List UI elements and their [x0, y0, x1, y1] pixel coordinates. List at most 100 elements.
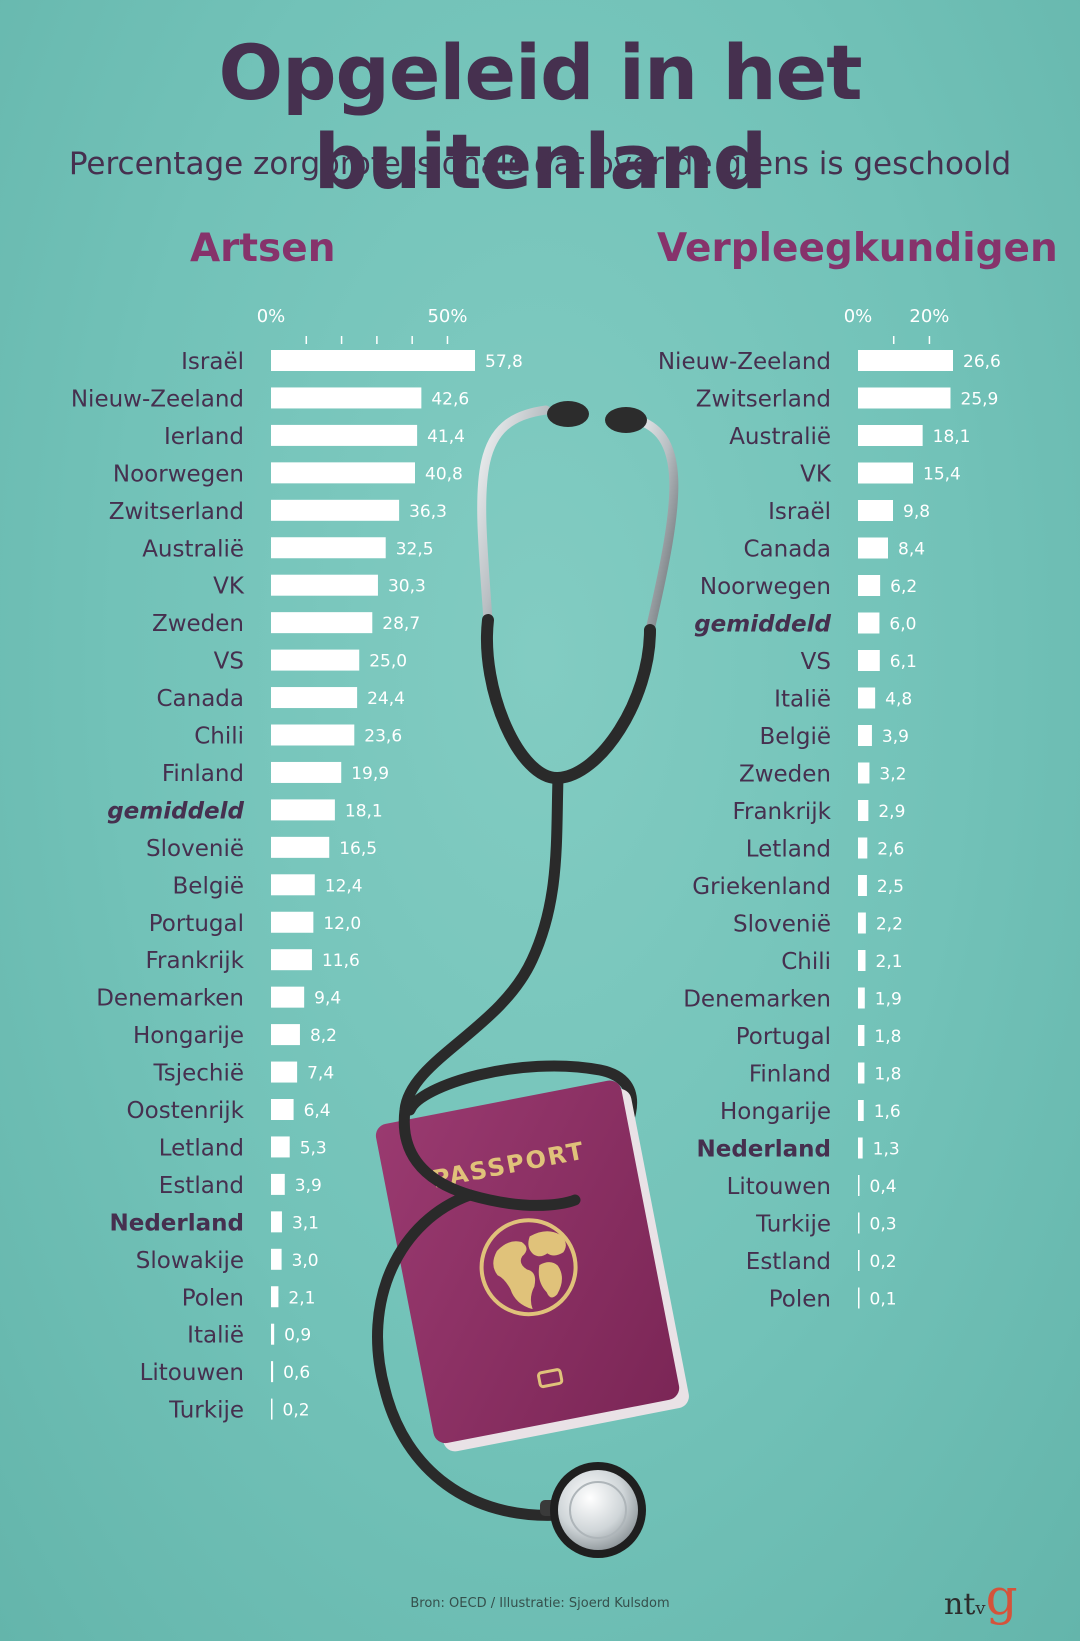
value-label: 2,2 — [876, 915, 903, 935]
value-label: 4,8 — [885, 690, 912, 710]
value-label: 1,8 — [874, 1065, 901, 1085]
bar — [271, 649, 360, 671]
category-label: Finland — [162, 761, 244, 787]
value-label: 2,1 — [288, 1288, 315, 1308]
bar — [858, 650, 880, 671]
value-label: 32,5 — [396, 539, 434, 559]
bar — [858, 462, 913, 484]
value-label: 0,2 — [870, 1252, 897, 1272]
bar — [858, 1175, 860, 1196]
value-label: 11,6 — [322, 951, 360, 971]
category-label: VS — [801, 649, 831, 675]
source-credit: Bron: OECD / Illustratie: Sjoerd Kulsdom — [410, 1596, 670, 1611]
value-label: 19,9 — [351, 764, 389, 784]
category-label: Australië — [729, 424, 831, 450]
category-label: Noorwegen — [113, 461, 244, 487]
value-label: 3,1 — [292, 1213, 319, 1233]
category-label: VK — [213, 574, 245, 600]
bar — [271, 574, 378, 596]
bar — [858, 950, 866, 971]
value-label: 7,4 — [307, 1064, 334, 1084]
bar — [858, 350, 953, 371]
category-label: Zweden — [152, 611, 244, 637]
category-label: Letland — [159, 1135, 244, 1161]
bar — [858, 912, 866, 934]
bar — [858, 612, 880, 634]
axis-tick-label: 0% — [844, 306, 873, 327]
bar — [271, 537, 386, 559]
category-label: Zwitserland — [109, 499, 244, 525]
category-label: Nederland — [697, 1137, 832, 1163]
category-label: Nieuw-Zeeland — [658, 349, 831, 375]
stethoscope-earpiece-left — [547, 401, 589, 427]
category-label: Zwitserland — [696, 387, 831, 413]
category-label: Chili — [194, 724, 244, 750]
category-label: Slovenië — [146, 836, 244, 862]
category-label: Turkije — [168, 1398, 244, 1424]
value-label: 3,2 — [879, 765, 906, 785]
bar — [271, 911, 314, 933]
category-label: Ierland — [164, 424, 244, 450]
bar — [271, 1136, 290, 1158]
category-label: Nederland — [110, 1210, 245, 1236]
value-label: 12,0 — [323, 914, 361, 934]
bar — [858, 762, 870, 784]
category-label: Frankrijk — [732, 799, 831, 825]
value-label: 12,4 — [325, 876, 363, 896]
category-label: Litouwen — [727, 1174, 831, 1200]
bar — [858, 687, 876, 709]
category-label: Hongarije — [720, 1099, 831, 1125]
value-label: 18,1 — [933, 427, 971, 447]
value-label: 2,6 — [877, 840, 904, 860]
value-label: 23,6 — [364, 727, 402, 747]
category-label: België — [173, 873, 244, 899]
category-label: België — [760, 724, 831, 750]
category-label: Denemarken — [683, 987, 831, 1013]
bar — [858, 425, 923, 446]
value-label: 0,4 — [870, 1177, 897, 1197]
value-label: 41,4 — [427, 427, 465, 447]
bar — [858, 725, 872, 746]
value-label: 6,0 — [889, 615, 916, 635]
bar — [271, 761, 342, 783]
value-label: 5,3 — [300, 1138, 327, 1158]
page-title: Opgeleid in het buitenland — [218, 28, 862, 206]
value-label: 2,9 — [878, 802, 905, 822]
category-label: Tsjechië — [152, 1061, 244, 1087]
category-label: gemiddeld — [107, 798, 244, 824]
value-label: 40,8 — [425, 464, 463, 484]
stethoscope-binaural-left — [477, 405, 551, 625]
category-label: VS — [214, 649, 244, 675]
value-label: 1,9 — [875, 990, 902, 1010]
bar — [858, 1137, 863, 1159]
value-label: 6,1 — [890, 652, 917, 672]
bar — [271, 1286, 279, 1308]
category-label: Israël — [181, 349, 244, 375]
category-label: Griekenland — [692, 874, 831, 900]
value-label: 3,0 — [292, 1251, 319, 1271]
bar — [858, 1250, 860, 1271]
value-label: 1,8 — [874, 1027, 901, 1047]
category-label: Frankrijk — [145, 948, 244, 974]
value-label: 28,7 — [382, 614, 420, 634]
bar — [858, 1025, 865, 1046]
bar — [271, 1361, 274, 1383]
bar — [271, 1099, 294, 1120]
value-label: 8,4 — [898, 540, 925, 560]
value-label: 36,3 — [409, 502, 447, 522]
category-label: Nieuw-Zeeland — [71, 386, 244, 412]
category-label: Hongarije — [133, 1023, 244, 1049]
stethoscope-tube-front — [398, 772, 581, 1211]
category-label: Denemarken — [96, 986, 244, 1012]
bar — [858, 1287, 860, 1309]
bar — [858, 387, 951, 409]
category-label: Estland — [159, 1173, 244, 1199]
category-label: Portugal — [736, 1024, 831, 1050]
bar — [271, 499, 400, 521]
category-label: Chili — [781, 949, 831, 975]
value-label: 0,9 — [284, 1326, 311, 1346]
ntvg-logo: ntvg — [944, 1568, 1018, 1626]
bar — [858, 1100, 864, 1121]
bar — [271, 687, 358, 709]
